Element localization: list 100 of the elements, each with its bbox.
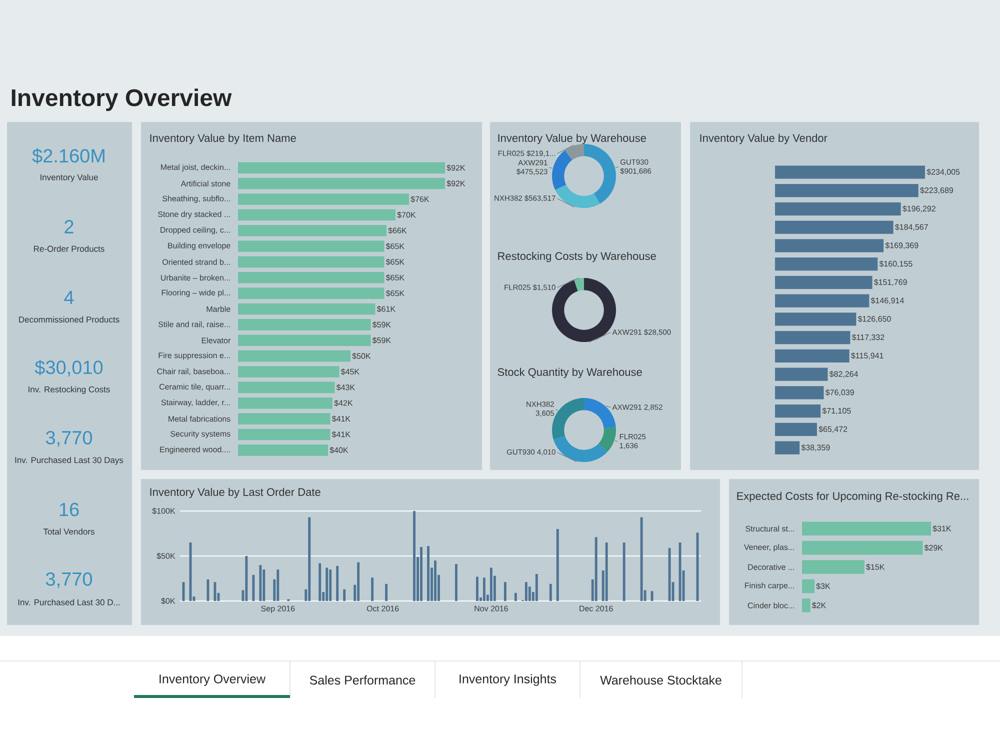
y-tick-label: Metal joist, deckin...	[161, 164, 230, 172]
chart-title: Restocking Costs by Warehouse	[498, 252, 656, 262]
text: Total Vendors	[43, 528, 94, 535]
bar	[775, 294, 870, 308]
y-tick-label: Stile and rail, raise...	[158, 321, 230, 328]
bar	[238, 209, 396, 221]
bar	[238, 240, 384, 252]
data-label: $115,941	[851, 352, 884, 360]
bar	[668, 548, 671, 602]
y-tick-label: $0K	[161, 598, 176, 604]
bar	[605, 542, 608, 602]
bar	[775, 276, 872, 290]
bar	[476, 576, 478, 602]
chart-title: Inventory Value by Vendor	[700, 134, 828, 144]
text: Inv. Purchased Last 30 D...	[18, 599, 120, 606]
chart-title: Inventory Value by Last Order Date	[150, 488, 320, 498]
bar	[775, 184, 918, 198]
bar	[549, 584, 552, 602]
bar	[650, 591, 654, 602]
text: Inv. Restocking Costs	[28, 386, 110, 394]
y-tick-label: Artificial stone	[180, 180, 230, 186]
bar	[420, 547, 422, 602]
text: $2.160M	[32, 148, 104, 164]
bar	[775, 441, 800, 454]
bar	[524, 582, 528, 602]
bar	[556, 529, 559, 602]
chart-title: Stock Quantity by Warehouse	[498, 368, 642, 378]
bar	[535, 574, 538, 602]
y-tick-label: Decorative ...	[748, 564, 794, 570]
bar	[252, 574, 255, 602]
data-label: $65,472	[818, 426, 848, 433]
data-label: $65K	[386, 274, 404, 281]
data-label: $82,264	[829, 370, 858, 378]
data-label: $40K	[330, 446, 348, 454]
chart-title: Inventory Value by Item Name	[150, 134, 296, 144]
bar	[775, 312, 856, 326]
text: 4	[64, 290, 74, 304]
bar	[238, 224, 386, 236]
data-label: $61K	[376, 306, 396, 312]
bar	[238, 303, 376, 315]
y-tick-label: Finish carpe...	[745, 582, 794, 590]
bar	[238, 272, 384, 284]
y-tick-label: Ceramic tile, quarr...	[159, 384, 230, 392]
y-tick-label: Engineered wood....	[160, 446, 230, 454]
data-label: $2K	[812, 602, 826, 609]
bar	[775, 166, 926, 179]
text: Inventory Insights	[460, 674, 556, 686]
bar	[775, 368, 828, 381]
y-tick-label: Dropped ceiling, c...	[160, 226, 230, 234]
x-tick-label: Sep 2016	[261, 606, 295, 613]
y-tick-label: Security systems	[170, 430, 230, 438]
bar	[343, 589, 346, 602]
x-tick-label: Nov 2016	[474, 606, 508, 612]
bar	[238, 178, 445, 190]
bar	[238, 194, 409, 205]
y-tick-label: Urbanite – broken...	[160, 274, 230, 281]
bar	[594, 537, 598, 602]
data-label: $31K	[932, 525, 952, 532]
data-label: $151,769	[874, 278, 907, 286]
bar	[427, 546, 430, 602]
bar	[276, 570, 280, 602]
data-label: $160,155	[879, 260, 912, 268]
bar	[238, 319, 371, 330]
data-label: $41K	[332, 431, 350, 438]
y-tick-label: Fire suppression e...	[158, 352, 230, 360]
data-label: $65K	[386, 258, 404, 266]
data-label: $15K	[866, 564, 885, 570]
data-label: $169,369	[885, 242, 918, 250]
data-label: $71,105	[822, 408, 851, 415]
data-label: $92K	[446, 180, 466, 187]
bar	[238, 397, 332, 409]
y-tick-label: Marble	[206, 306, 230, 312]
y-tick-label: Oriented strand b...	[162, 259, 230, 265]
y-tick-label: Structural st...	[746, 526, 794, 532]
bar	[336, 566, 339, 602]
data-label: $65K	[386, 290, 404, 297]
data-label: $38,359	[801, 444, 830, 452]
bar	[413, 511, 416, 602]
text: $30,010	[34, 360, 103, 376]
bar	[514, 592, 517, 602]
bar	[490, 568, 492, 602]
data-label: $184,567	[895, 224, 928, 231]
y-tick-label: Cinder bloc...	[748, 602, 794, 608]
bar	[357, 562, 360, 602]
bar	[259, 565, 262, 602]
data-label: $76,039	[825, 389, 854, 396]
bar	[238, 382, 335, 394]
bar	[238, 413, 330, 424]
data-label: $117,332	[852, 334, 884, 342]
text: Sales Performance	[310, 675, 416, 685]
x-tick-label: Dec 2016	[580, 606, 613, 612]
bar	[622, 542, 626, 602]
y-tick-label: $50K	[156, 552, 176, 560]
text: Inventory Value	[40, 174, 98, 182]
bar	[775, 404, 821, 418]
text: Decommissioned Products	[19, 316, 120, 323]
data-label: $92K	[446, 164, 466, 172]
data-label: $29K	[924, 544, 943, 552]
data-label: $234,005	[926, 168, 960, 176]
data-label: $59K	[372, 337, 391, 344]
